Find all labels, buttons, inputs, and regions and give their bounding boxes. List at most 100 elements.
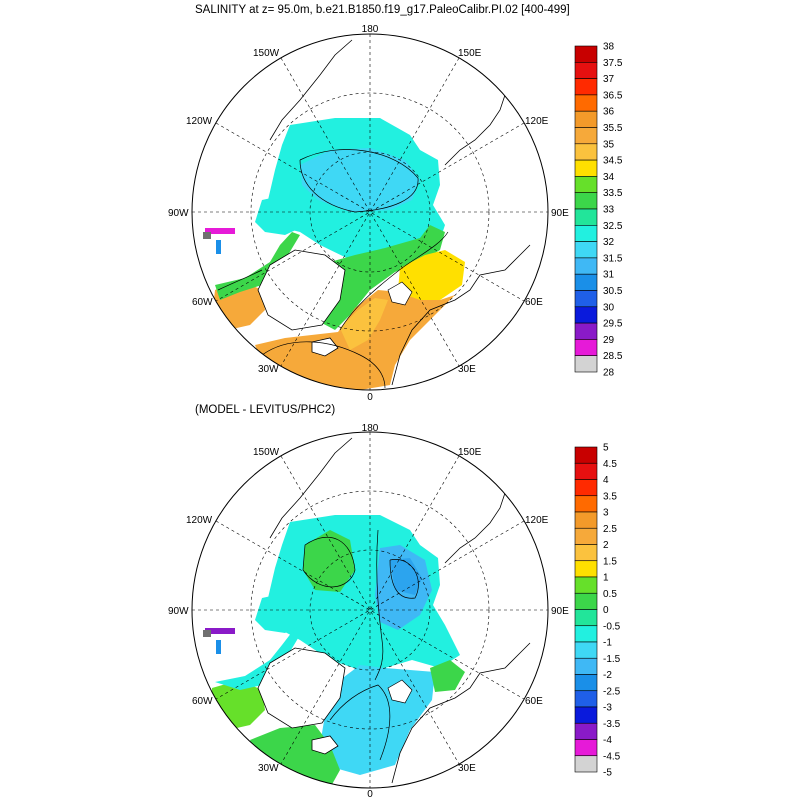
bottom-lon-labels: 180 150E 120E 90E 60E 30E 0 30W 60W 90W …: [168, 423, 569, 800]
top-lon-90w: 90W: [168, 208, 189, 219]
top-lon-90e: 90E: [551, 208, 569, 219]
bottom-colorbar-tick-label: -4: [603, 735, 612, 746]
top-lon-labels: 180 150E 120E 90E 60E 30E 0 30W 60W 90W …: [168, 24, 569, 403]
top-map-border: [191, 33, 549, 391]
bottom-colorbar-tick-label: 1.5: [603, 556, 617, 567]
top-colorbar-swatch: [574, 176, 598, 193]
bottom-colorbar-tick-label: -5: [603, 768, 612, 779]
top-colorbar-tick-label: 31: [603, 270, 615, 281]
top-landmass-svalbard: [387, 281, 413, 306]
bottom-lon-0: 0: [367, 789, 373, 800]
top-landmass-alaska: [269, 39, 353, 141]
bottom-colorbar-tick-label: 2.5: [603, 524, 617, 535]
bottom-lon-150e: 150E: [458, 447, 482, 458]
bottom-region-barents-green: [430, 660, 465, 692]
bottom-lon-120e: 120E: [525, 515, 549, 526]
top-region-atlantic-inflow: [340, 298, 388, 350]
top-colorbar-tick-label: 34.5: [603, 156, 623, 167]
top-contour-2: [339, 231, 449, 331]
bottom-landmass-greenland: [257, 647, 346, 729]
top-colorbar-tick-label: 37.5: [603, 58, 623, 69]
top-graticule: [192, 34, 548, 390]
top-colorbar-swatch: [574, 225, 598, 242]
bottom-graticule: [192, 432, 548, 788]
bottom-colorbar-tick-label: -2.5: [603, 686, 621, 697]
bottom-colorbar-tick-label: 2: [603, 540, 609, 551]
bottom-contour-4: [329, 684, 391, 761]
top-lon-120w: 120W: [186, 116, 213, 127]
top-colorbar-tick-label: 36: [603, 107, 615, 118]
bottom-anomaly-field: [203, 437, 531, 788]
bottom-colorbar-tick-label: 3.5: [603, 491, 617, 502]
top-colorbar-tick-label: 33: [603, 205, 615, 216]
top-lon-120e: 120E: [525, 116, 549, 127]
top-lon-180: 180: [362, 24, 379, 35]
bottom-lon-180: 180: [362, 423, 379, 434]
bottom-colorbar-tick-label: 4: [603, 475, 609, 486]
bottom-panel: (MODEL - LEVITUS/PHC2): [168, 404, 621, 800]
top-colorbar-swatch: [574, 306, 598, 324]
top-colorbar-tick-label: 34: [603, 172, 615, 183]
bottom-colorbar-swatch: [574, 722, 598, 740]
bottom-colorbar-swatch: [574, 690, 598, 708]
top-lon-30w: 30W: [258, 364, 279, 375]
top-region-barents: [398, 250, 465, 300]
top-contour-4: [217, 269, 263, 291]
top-colorbar-tick-label: 35: [603, 139, 615, 150]
bottom-colorbar-swatch: [574, 657, 598, 675]
top-salinity-field: [203, 39, 531, 390]
top-colorbar-swatch: [574, 61, 598, 79]
top-landmass-greenland: [257, 249, 346, 331]
bottom-colorbar-tick-label: 3: [603, 508, 609, 519]
bottom-colorbar-swatch: [574, 560, 598, 578]
bottom-colorbar-swatch: [574, 674, 598, 692]
top-colorbar-tick-label: 38: [603, 42, 615, 53]
top-colorbar-tick-label: 33.5: [603, 188, 623, 199]
bottom-colorbar-swatch: [574, 527, 598, 545]
top-lon-0: 0: [367, 392, 373, 403]
top-colorbar-swatch: [574, 257, 598, 275]
bottom-colorbar-tick-label: -0.5: [603, 621, 621, 632]
bottom-region-grey-patch: [203, 630, 211, 637]
bottom-colorbar-tick-label: -3.5: [603, 719, 621, 730]
top-colorbar-swatch: [574, 290, 598, 308]
bottom-colorbar-swatch: [574, 592, 598, 610]
top-landmass-siberia: [444, 94, 506, 166]
top-region-canada-basin: [300, 148, 420, 212]
top-colorbar-tick-label: 31.5: [603, 253, 623, 264]
bottom-lon-120w: 120W: [186, 515, 213, 526]
top-panel-title: SALINITY at z= 95.0m, b.e21.B1850.f19_g1…: [195, 4, 570, 16]
top-colorbar-tick-label: 32: [603, 237, 615, 248]
bottom-map-border: [191, 431, 549, 789]
top-lon-150e: 150E: [458, 48, 482, 59]
bottom-colorbar-tick-label: -1.5: [603, 654, 621, 665]
bottom-colorbar-swatch: [574, 625, 598, 643]
bottom-colorbar-tick-label: 0.5: [603, 589, 617, 600]
top-lon-30e: 30E: [458, 364, 476, 375]
top-colorbar-tick-label: 28: [603, 368, 615, 379]
top-colorbar-swatch: [574, 339, 598, 356]
bottom-region-deep-blue: [390, 558, 422, 595]
bottom-lon-30e: 30E: [458, 763, 476, 774]
top-region-grey-patch: [203, 232, 211, 239]
top-region-blue-patch: [216, 240, 221, 254]
bottom-region-blue-patch: [216, 640, 221, 654]
top-lon-60w: 60W: [192, 297, 213, 308]
bottom-colorbar-tick-label: 1: [603, 573, 609, 584]
bottom-lon-90e: 90E: [551, 606, 569, 617]
bottom-colorbar-swatch: [574, 511, 598, 529]
top-colorbar-tick-label: 36.5: [603, 90, 623, 101]
top-contour-3: [261, 341, 386, 389]
top-colorbar-tick-label: 29: [603, 335, 615, 346]
bottom-colorbar-tick-label: -2: [603, 670, 612, 681]
top-contour-1: [299, 149, 419, 213]
bottom-colorbar-swatch: [574, 544, 598, 562]
top-colorbar-swatch: [574, 78, 598, 96]
bottom-colorbar-tick-label: -4.5: [603, 751, 621, 762]
bottom-region-makarov-green: [303, 530, 355, 592]
top-colorbar-tick-label: 30.5: [603, 286, 623, 297]
bottom-lon-60w: 60W: [192, 696, 213, 707]
top-landmass-eurasia: [391, 244, 531, 386]
bottom-landmass-iceland: [311, 735, 339, 755]
